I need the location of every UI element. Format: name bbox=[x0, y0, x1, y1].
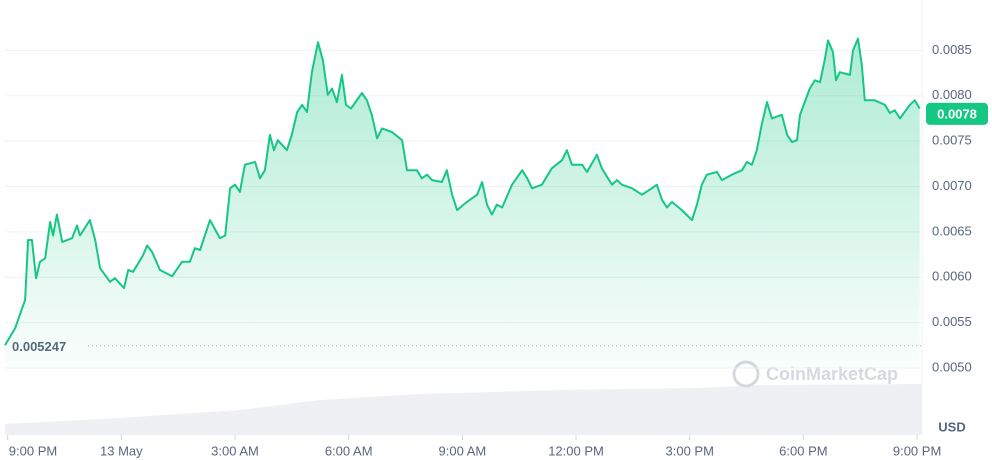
x-tick-label: 3:00 AM bbox=[211, 443, 259, 458]
x-tick-label: 12:00 PM bbox=[548, 443, 604, 458]
price-area bbox=[5, 38, 920, 368]
x-tick-label: 9:00 AM bbox=[439, 443, 487, 458]
x-tick-label: 6:00 AM bbox=[325, 443, 373, 458]
y-tick-label: 0.0080 bbox=[932, 87, 972, 102]
watermark-text: CoinMarketCap bbox=[766, 364, 898, 384]
y-tick-label: 0.0050 bbox=[932, 359, 972, 374]
last-price-badge bbox=[926, 102, 988, 125]
x-tick-label: 6:00 PM bbox=[779, 443, 827, 458]
y-tick-label: 0.0070 bbox=[932, 178, 972, 193]
y-tick-label: 0.0055 bbox=[932, 314, 972, 329]
currency-label: USD bbox=[938, 419, 965, 434]
x-tick-label: 3:00 PM bbox=[666, 443, 714, 458]
y-tick-label: 0.0075 bbox=[932, 133, 972, 148]
x-tick-label: 13 May bbox=[100, 443, 143, 458]
last-price-label: 0.0078 bbox=[937, 106, 977, 121]
price-line bbox=[4, 37, 921, 346]
x-tick-label: 9:00 PM bbox=[893, 443, 941, 458]
y-tick-label: 0.0085 bbox=[932, 42, 972, 57]
y-tick-label: 0.0065 bbox=[932, 223, 972, 238]
y-tick-label: 0.0060 bbox=[932, 269, 972, 284]
volume-area bbox=[5, 384, 922, 435]
x-tick-label: 9:00 PM bbox=[9, 443, 57, 458]
